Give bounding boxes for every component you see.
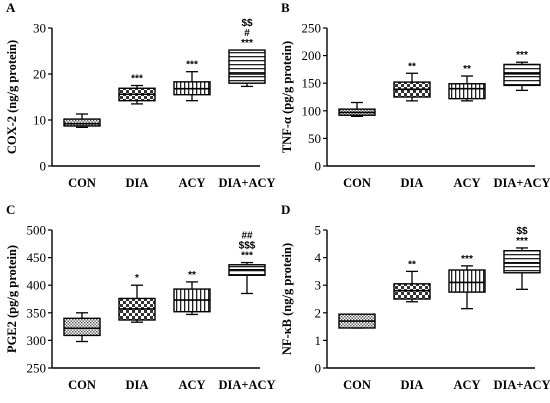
y-axis-title: COX-2 (ng/g protein)	[5, 40, 19, 154]
significance-label: $$$	[239, 241, 256, 252]
y-tick-label: 500	[27, 223, 47, 238]
box-iqr	[503, 63, 541, 87]
significance-label: ***	[516, 236, 528, 247]
x-tick-label: DIA	[401, 378, 424, 392]
x-tick-label: CON	[343, 378, 371, 392]
x-tick-label: CON	[68, 176, 96, 190]
panel-label: C	[6, 202, 16, 217]
y-tick-label: 0	[315, 159, 322, 174]
significance-label: $$	[241, 18, 253, 29]
x-tick-label: ACY	[453, 176, 480, 190]
box-iqr	[63, 317, 101, 337]
y-tick-label: 30	[33, 21, 46, 36]
box-dia-acy: ##$$$***	[228, 231, 266, 295]
x-tick-label: DIA	[126, 176, 149, 190]
x-tick-label: DIA+ACY	[218, 176, 275, 190]
box-dia-acy: $$#***	[228, 18, 266, 88]
y-tick-label: 250	[27, 361, 47, 376]
box-con	[63, 113, 101, 129]
significance-label: ***	[461, 254, 473, 265]
y-tick-label: 10	[33, 113, 46, 128]
box-iqr	[63, 118, 101, 127]
chart-svg: 0 50 100 150 200 250 TNF-α (pg/g protein) CON **…	[280, 21, 550, 191]
x-tick-label: DIA+ACY	[493, 176, 550, 190]
box-iqr	[503, 250, 541, 274]
significance-label: ***	[241, 251, 253, 262]
y-tick-label: 100	[302, 103, 322, 118]
y-tick-label: 5	[315, 223, 322, 238]
significance-label: **	[188, 270, 196, 281]
significance-label: $$	[516, 226, 528, 237]
box-dia: **	[393, 259, 431, 303]
significance-label: **	[463, 64, 471, 75]
box-iqr	[448, 269, 486, 293]
box-iqr	[448, 83, 486, 100]
y-tick-label: 450	[27, 250, 47, 265]
x-tick-label: ACY	[178, 176, 205, 190]
significance-label: ***	[186, 60, 198, 71]
significance-label: ***	[131, 74, 143, 85]
panel-d: D 0 1 2 3 4 5 NF-κB (ng/g protein) CON ** DIA *** A…	[275, 202, 550, 403]
panel-c: C 250 300 350 400 450 500 PGE2 (pg/g protein) C…	[0, 202, 276, 403]
chart-svg: 0 1 2 3 4 5 NF-κB (ng/g protein) CON ** DIA *** ACY…	[280, 223, 550, 393]
chart-svg: 0 10 20 30 COX-2 (ng/g protein) CON *** DIA *** A…	[5, 18, 276, 190]
panel-label: A	[6, 0, 16, 15]
box-acy: ***	[448, 254, 486, 310]
box-dia: **	[393, 61, 431, 102]
panel-a: A 0 10 20 30 COX-2 (ng/g protein) CON *** DIA **…	[0, 0, 276, 201]
y-tick-label: 200	[302, 48, 322, 63]
significance-label: #	[244, 28, 250, 39]
significance-label: **	[408, 61, 416, 72]
significance-label: **	[408, 259, 416, 270]
panel-b: B 0 50 100 150 200 250 TNF-α (pg/g protein) CON…	[275, 0, 550, 201]
y-tick-label: 250	[302, 21, 322, 36]
box-con	[338, 313, 376, 329]
y-tick-label: 3	[315, 278, 322, 293]
significance-label: ***	[241, 38, 253, 49]
y-tick-label: 2	[315, 305, 322, 320]
box-acy: ***	[173, 60, 211, 102]
y-axis-title: TNF-α (pg/g protein)	[280, 41, 294, 153]
box-dia-acy: $$***	[503, 226, 541, 290]
box-dia: ***	[118, 74, 156, 105]
y-tick-label: 400	[27, 278, 47, 293]
box-con	[63, 312, 101, 343]
y-tick-label: 20	[33, 67, 46, 82]
y-tick-label: 0	[40, 159, 47, 174]
y-axis-title: PGE2 (pg/g protein)	[5, 245, 19, 353]
panel-label: D	[281, 202, 291, 217]
box-con	[338, 101, 376, 117]
y-tick-label: 50	[308, 131, 321, 146]
y-axis-title: NF-κB (ng/g protein)	[280, 243, 294, 355]
x-tick-label: ACY	[453, 378, 480, 392]
panel-label: B	[281, 0, 290, 15]
x-tick-label: CON	[68, 378, 96, 392]
chart-svg: 250 300 350 400 450 500 PGE2 (pg/g protein) CON…	[5, 223, 276, 393]
y-tick-label: 300	[27, 333, 47, 348]
significance-label: *	[135, 273, 139, 284]
x-tick-label: DIA+ACY	[493, 378, 550, 392]
significance-label: ***	[516, 50, 528, 61]
y-tick-label: 150	[302, 76, 322, 91]
box-iqr	[228, 49, 266, 84]
box-dia-acy: ***	[503, 50, 541, 92]
box-acy: **	[173, 270, 211, 316]
y-tick-label: 4	[315, 250, 322, 265]
y-tick-label: 350	[27, 305, 47, 320]
x-tick-label: CON	[343, 176, 371, 190]
x-tick-label: DIA+ACY	[218, 378, 275, 392]
box-dia: *	[118, 273, 156, 323]
y-tick-label: 0	[315, 361, 322, 376]
x-tick-label: DIA	[126, 378, 149, 392]
x-tick-label: ACY	[178, 378, 205, 392]
significance-label: ##	[241, 231, 253, 242]
box-acy: **	[448, 64, 486, 102]
y-tick-label: 1	[315, 333, 322, 348]
x-tick-label: DIA	[401, 176, 424, 190]
